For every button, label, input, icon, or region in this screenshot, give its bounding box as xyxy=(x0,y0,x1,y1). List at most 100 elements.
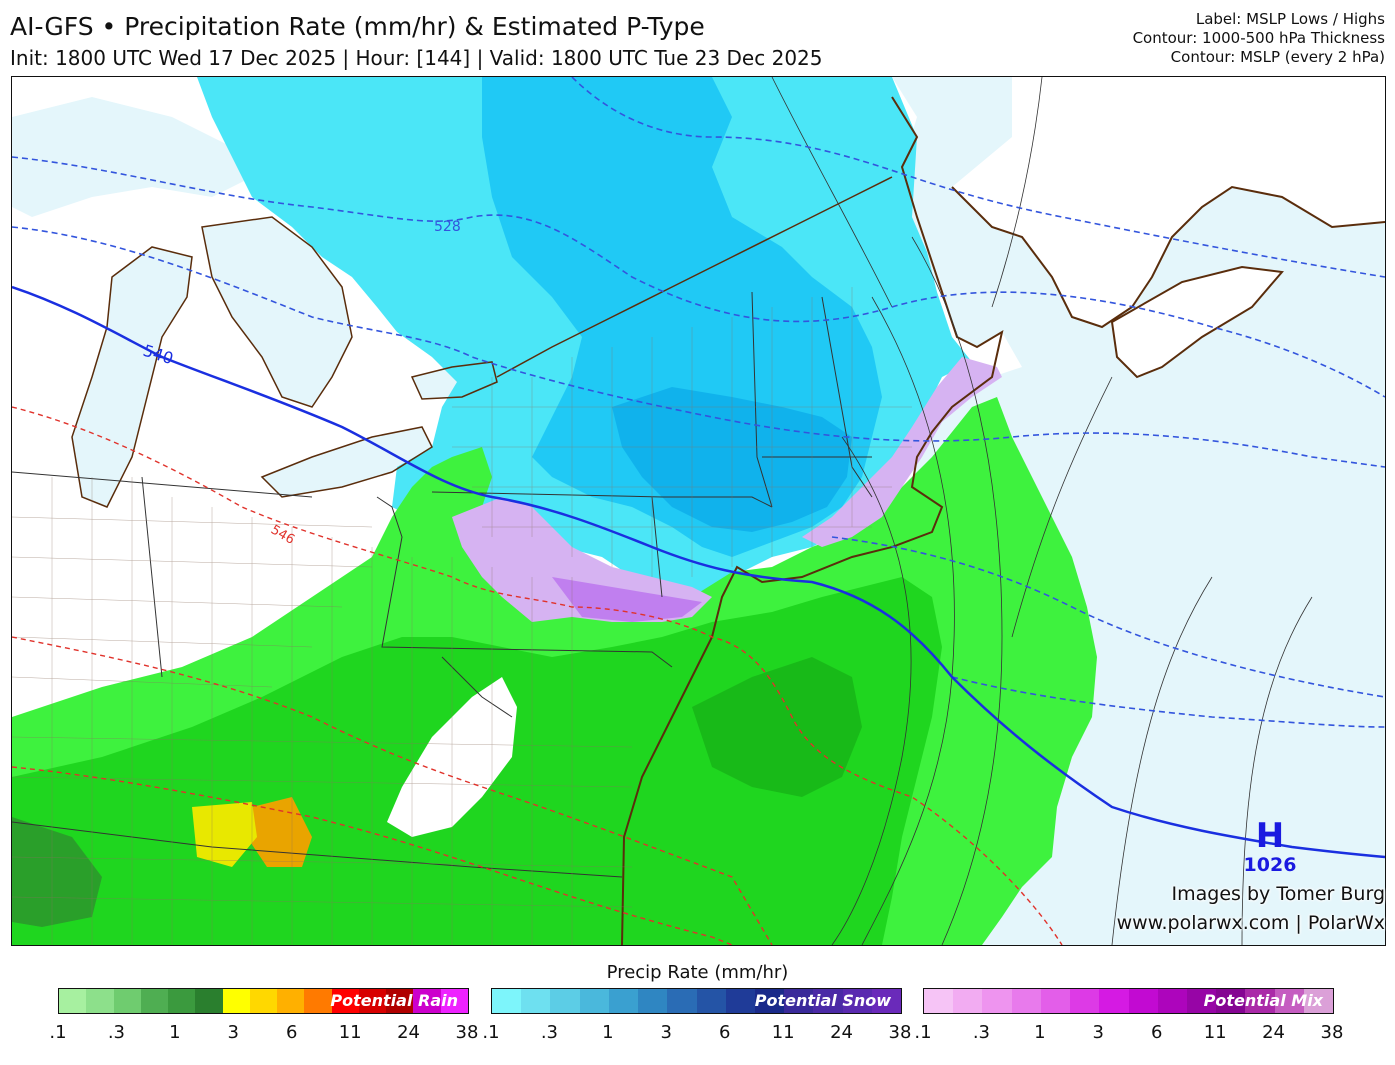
legend-snow-tick: 11 xyxy=(771,1022,795,1043)
legend-snow-swatch xyxy=(784,989,814,1013)
coastline-nova-scotia xyxy=(1110,265,1284,379)
thickness-contours-blue xyxy=(12,77,1385,728)
credit-author: Images by Tomer Burg xyxy=(1171,883,1385,905)
legend-mix-tick: 6 xyxy=(1150,1022,1163,1043)
meta-line-thickness: Contour: 1000-500 hPa Thickness xyxy=(1132,29,1385,47)
legend-snow-swatch xyxy=(667,989,697,1013)
legend-snow-ticks: .1 .3 1 3 6 11 24 38 xyxy=(482,1022,911,1046)
legend-snow-tick: 6 xyxy=(718,1022,731,1043)
meta-line-mslp: Contour: MSLP (every 2 hPa) xyxy=(1170,48,1385,66)
rain-orange-west xyxy=(247,797,312,867)
legend-snow-tick: 38 xyxy=(888,1022,912,1043)
legend-rain-tick: 6 xyxy=(285,1022,298,1043)
legend-rain-swatch xyxy=(413,989,441,1013)
legend-rain-swatch xyxy=(277,989,305,1013)
legend-snow-swatch xyxy=(521,989,551,1013)
rain-yellow-west xyxy=(192,802,257,867)
legend-rain-swatch xyxy=(113,989,141,1013)
legend-snow-tick: .3 xyxy=(540,1022,559,1043)
legend-rain-tick: 1 xyxy=(169,1022,181,1043)
legend-title: Precip Rate (mm/hr) xyxy=(606,962,789,983)
legend-snow-swatch xyxy=(492,989,522,1013)
mslp-contours xyxy=(771,77,1313,945)
legend-mix-swatch xyxy=(1303,989,1334,1013)
legend-mix-swatch xyxy=(924,989,954,1013)
legend-mix-swatch xyxy=(1216,989,1246,1013)
lake-erie xyxy=(262,427,432,497)
legend-snow-tick: 3 xyxy=(660,1022,673,1043)
high-pressure-symbol: H xyxy=(1256,816,1284,856)
map-subtitle: Init: 1800 UTC Wed 17 Dec 2025 | Hour: [… xyxy=(10,46,823,70)
legend-rain-swatch xyxy=(331,989,359,1013)
legend-mix-tick: 24 xyxy=(1262,1022,1286,1043)
legend-mix-swatch xyxy=(1128,989,1158,1013)
mix-region-pa xyxy=(452,497,712,622)
high-pressure-value: 1026 xyxy=(1244,854,1297,876)
legend-rain-tick: .1 xyxy=(49,1022,67,1043)
legend-rain-tick: 3 xyxy=(227,1022,240,1043)
legend-snow-swatch xyxy=(842,989,872,1013)
legend-snow-swatch xyxy=(696,989,726,1013)
legend-rain-swatch xyxy=(59,989,87,1013)
legend-mix-swatch xyxy=(953,989,983,1013)
legend-mix-tick: 38 xyxy=(1320,1022,1344,1043)
legend-snow-swatch xyxy=(813,989,843,1013)
legend-rain-tick: 11 xyxy=(338,1022,362,1043)
coastline-lake-ontario xyxy=(410,361,498,400)
legend-mix-swatch xyxy=(1274,989,1304,1013)
legend-snow-swatch xyxy=(638,989,668,1013)
legend-snow-label: Potential Snow xyxy=(754,991,891,1010)
legend-mix-swatch xyxy=(1157,989,1187,1013)
legend-mix-tick: .1 xyxy=(914,1022,932,1043)
thickness-540-line xyxy=(12,285,1385,859)
legend-mix-swatch xyxy=(1186,989,1217,1013)
legend-rain-swatch xyxy=(358,989,387,1013)
legend-rain-swatch xyxy=(386,989,414,1013)
legend-rain-tick: 24 xyxy=(397,1022,421,1043)
legend-snow-swatch xyxy=(725,989,755,1013)
legend-snow-swatch xyxy=(550,989,580,1013)
coastline-lake-erie xyxy=(260,426,433,498)
legend-snow-tick: 1 xyxy=(602,1022,614,1043)
legend-mix-bar: Potential Mix xyxy=(923,988,1334,1014)
legend-rain-bar: Potential Rain xyxy=(58,988,469,1014)
rain-core-west xyxy=(12,817,102,927)
legend-snow-swatch xyxy=(871,989,902,1013)
lake-michigan xyxy=(72,247,192,507)
legend-snow-swatch xyxy=(608,989,639,1013)
legend-rain-swatch xyxy=(168,989,196,1013)
legend-rain-swatch xyxy=(86,989,114,1013)
mix-region-pa-dark xyxy=(552,577,702,622)
map-title: AI-GFS • Precipitation Rate (mm/hr) & Es… xyxy=(10,12,705,41)
state-borders xyxy=(12,291,873,878)
lake-huron xyxy=(202,217,352,407)
rain-core-region xyxy=(692,657,862,797)
thickness-label-528: 528 xyxy=(434,219,461,235)
legend-mix-swatch xyxy=(1245,989,1275,1013)
land-maritimes xyxy=(952,77,1385,327)
legend-mix-ticks: .1 .3 1 3 6 11 24 38 xyxy=(914,1022,1343,1046)
coastline-lake-michigan xyxy=(71,246,193,508)
county-lines xyxy=(12,287,912,945)
legend-mix-swatch xyxy=(1099,989,1129,1013)
st-lawrence-river xyxy=(496,176,893,378)
thickness-contours-red xyxy=(12,406,1063,945)
legend-mix-tick: .3 xyxy=(972,1022,991,1043)
legend-snow-tick: .1 xyxy=(482,1022,500,1043)
legend-snow-tick: 24 xyxy=(830,1022,854,1043)
lake-superior xyxy=(12,97,252,217)
legend-snow-bar: Potential Snow xyxy=(491,988,902,1014)
legend-rain-ticks: .1 .3 1 3 6 11 24 38 xyxy=(49,1022,478,1046)
legend-mix-tick: 3 xyxy=(1092,1022,1105,1043)
legend-rain-swatch xyxy=(195,989,223,1013)
precip-map: 528 540 546 H 1026 xyxy=(11,76,1386,946)
legend-snow-swatch xyxy=(754,989,785,1013)
credit-website: www.polarwx.com | PolarWx xyxy=(1116,912,1385,934)
legend-rain-swatch xyxy=(304,989,332,1013)
legend-mix-label: Potential Mix xyxy=(1203,991,1323,1010)
legend-rain-swatch xyxy=(222,989,250,1013)
meta-line-label: Label: MSLP Lows / Highs xyxy=(1195,10,1385,28)
legend-snow-swatch xyxy=(579,989,609,1013)
legend-rain-tick: .3 xyxy=(107,1022,126,1043)
legend-mix-tick: 1 xyxy=(1034,1022,1046,1043)
